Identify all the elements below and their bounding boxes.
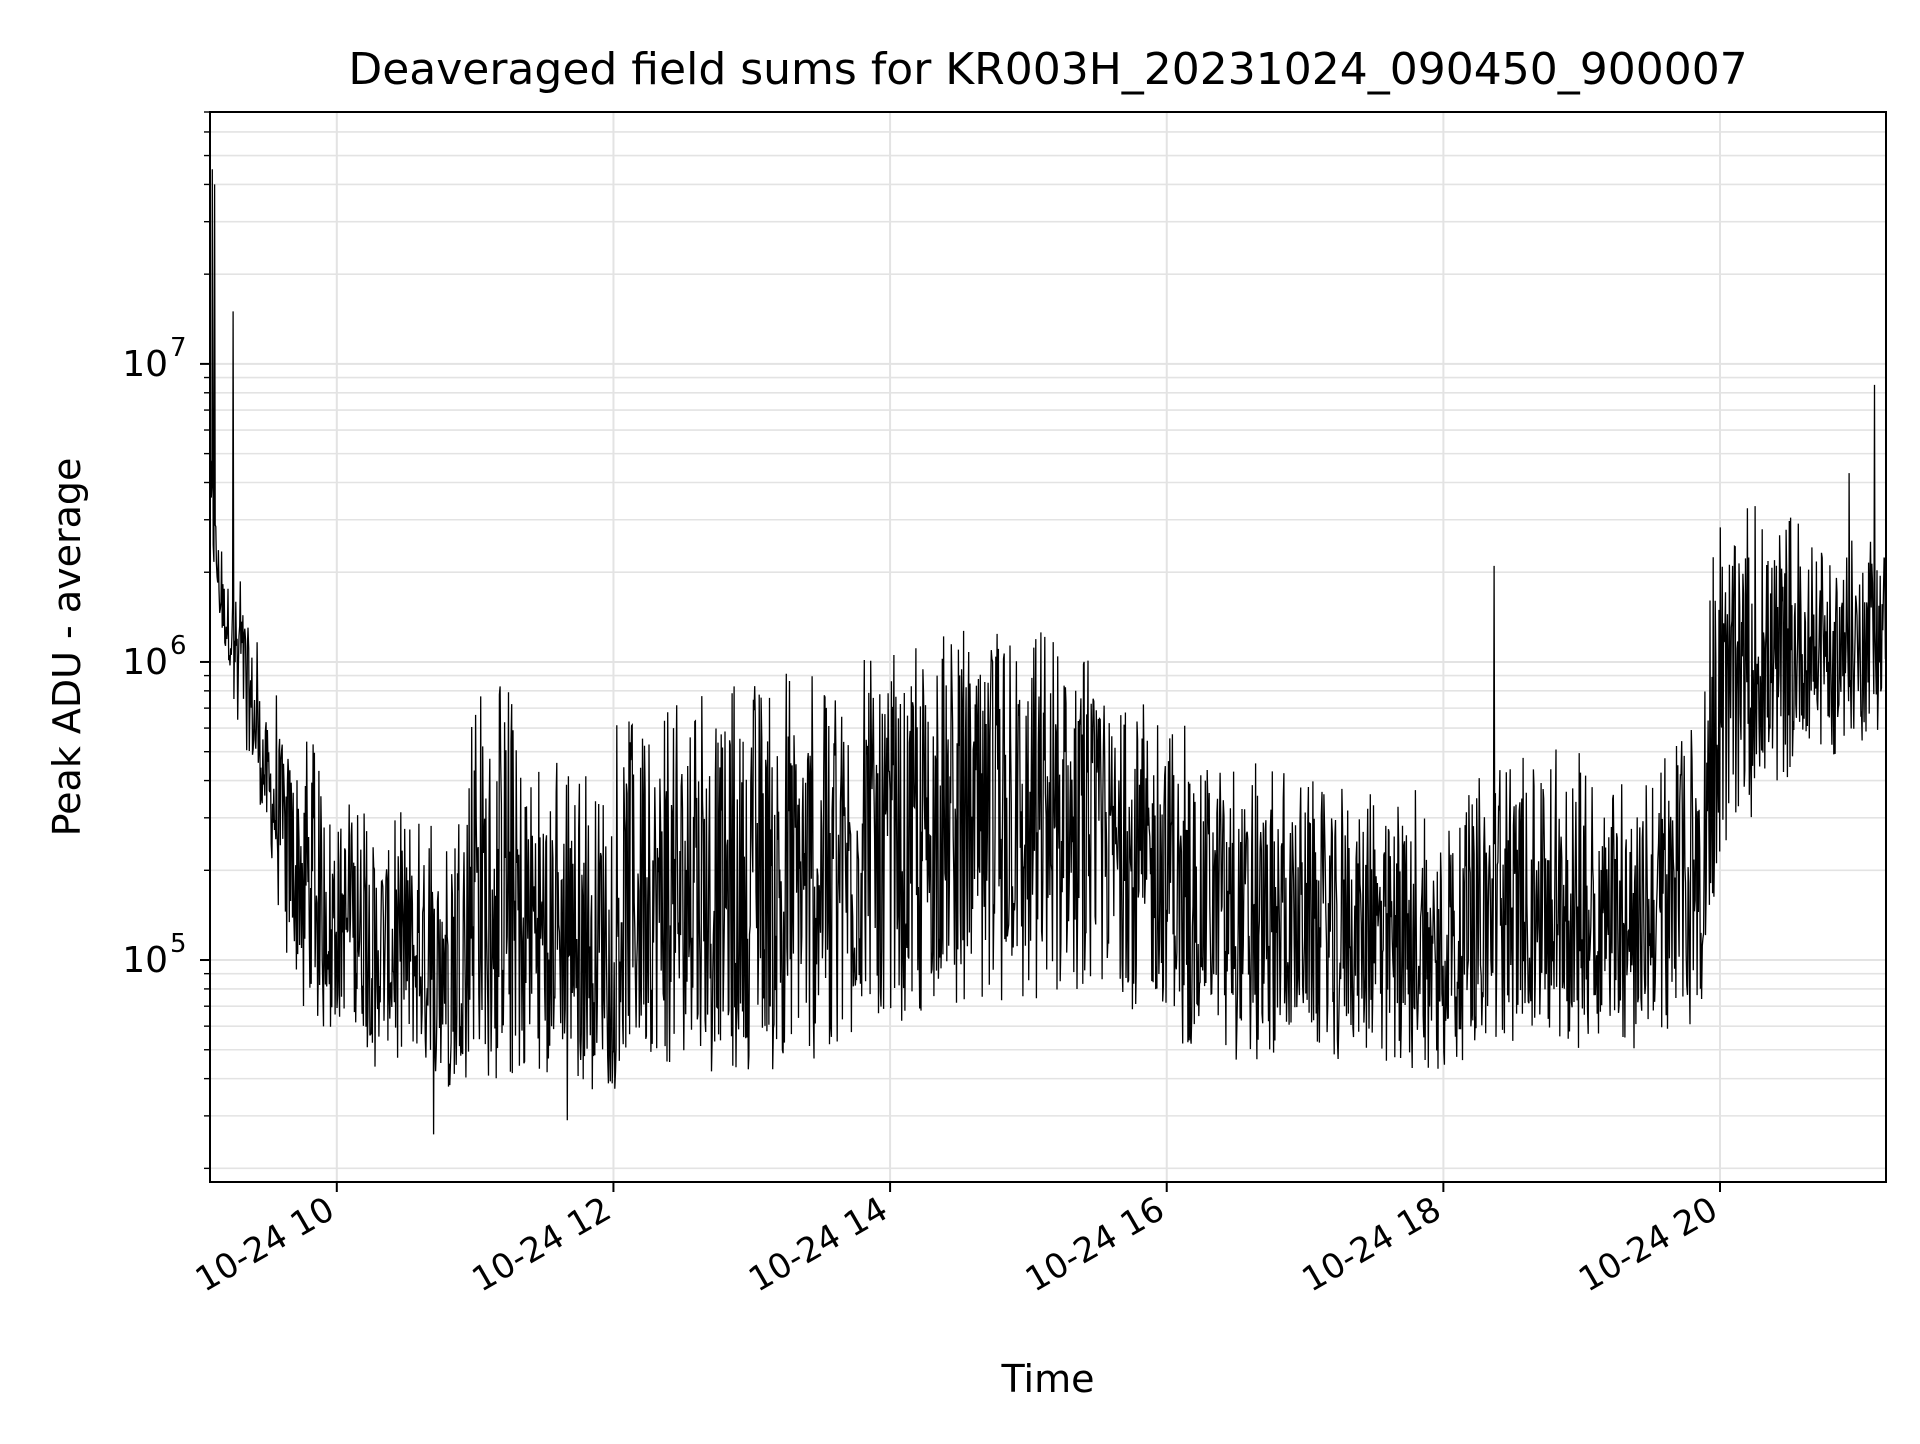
- chart-title: Deaveraged field sums for KR003H_2023102…: [348, 44, 1747, 95]
- y-axis-label: Peak ADU - average: [45, 458, 89, 837]
- series-line: [209, 169, 1887, 1135]
- x-tick-label: 10-24 10: [189, 1189, 341, 1300]
- x-tick-label: 10-24 14: [742, 1189, 894, 1300]
- plot-frame: [209, 111, 1887, 1183]
- x-tick-label: 10-24 20: [1572, 1189, 1724, 1300]
- y-tick-exponent: 5: [170, 929, 187, 959]
- x-tick-label: 10-24 12: [466, 1189, 618, 1300]
- y-tick-label: 10: [122, 344, 168, 385]
- y-tick-exponent: 7: [170, 333, 187, 363]
- x-tick-label: 10-24 18: [1295, 1189, 1447, 1300]
- x-axis-label: Time: [1001, 1357, 1095, 1401]
- x-tick-label: 10-24 16: [1019, 1189, 1171, 1300]
- y-tick-label: 10: [122, 642, 168, 683]
- plot-area: [209, 169, 1887, 1135]
- y-tick-label: 10: [122, 940, 168, 981]
- y-tick-exponent: 6: [170, 631, 187, 661]
